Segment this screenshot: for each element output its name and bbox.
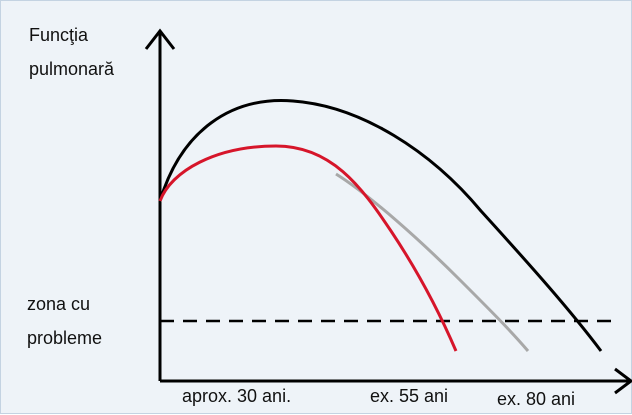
- problem-zone-line2: probleme: [27, 328, 103, 348]
- x-tick-label: ex. 80 ani: [497, 389, 576, 409]
- x-tick-label: aprox. 30 ani.: [182, 386, 292, 406]
- problem-zone-label: zona cu: [27, 293, 90, 315]
- y-axis-label: Funcţia: [29, 24, 88, 46]
- x-tick-label: ex. 55 ani: [370, 386, 449, 406]
- early-decline-curve: [158, 144, 458, 352]
- x-axis-arrow-icon: [614, 367, 632, 395]
- moderate-decline-curve: [335, 172, 530, 352]
- healthy-lung-curve: [158, 99, 603, 352]
- problem-zone-label-2: probleme: [27, 327, 102, 349]
- y-axis-label-line2: pulmonară: [29, 59, 115, 79]
- problem-zone-line1: zona cu: [27, 294, 91, 314]
- y-axis-label-2: pulmonară: [29, 58, 114, 80]
- y-axis-arrow-icon: [144, 28, 176, 50]
- y-axis-label-line1: Funcţia: [29, 25, 89, 45]
